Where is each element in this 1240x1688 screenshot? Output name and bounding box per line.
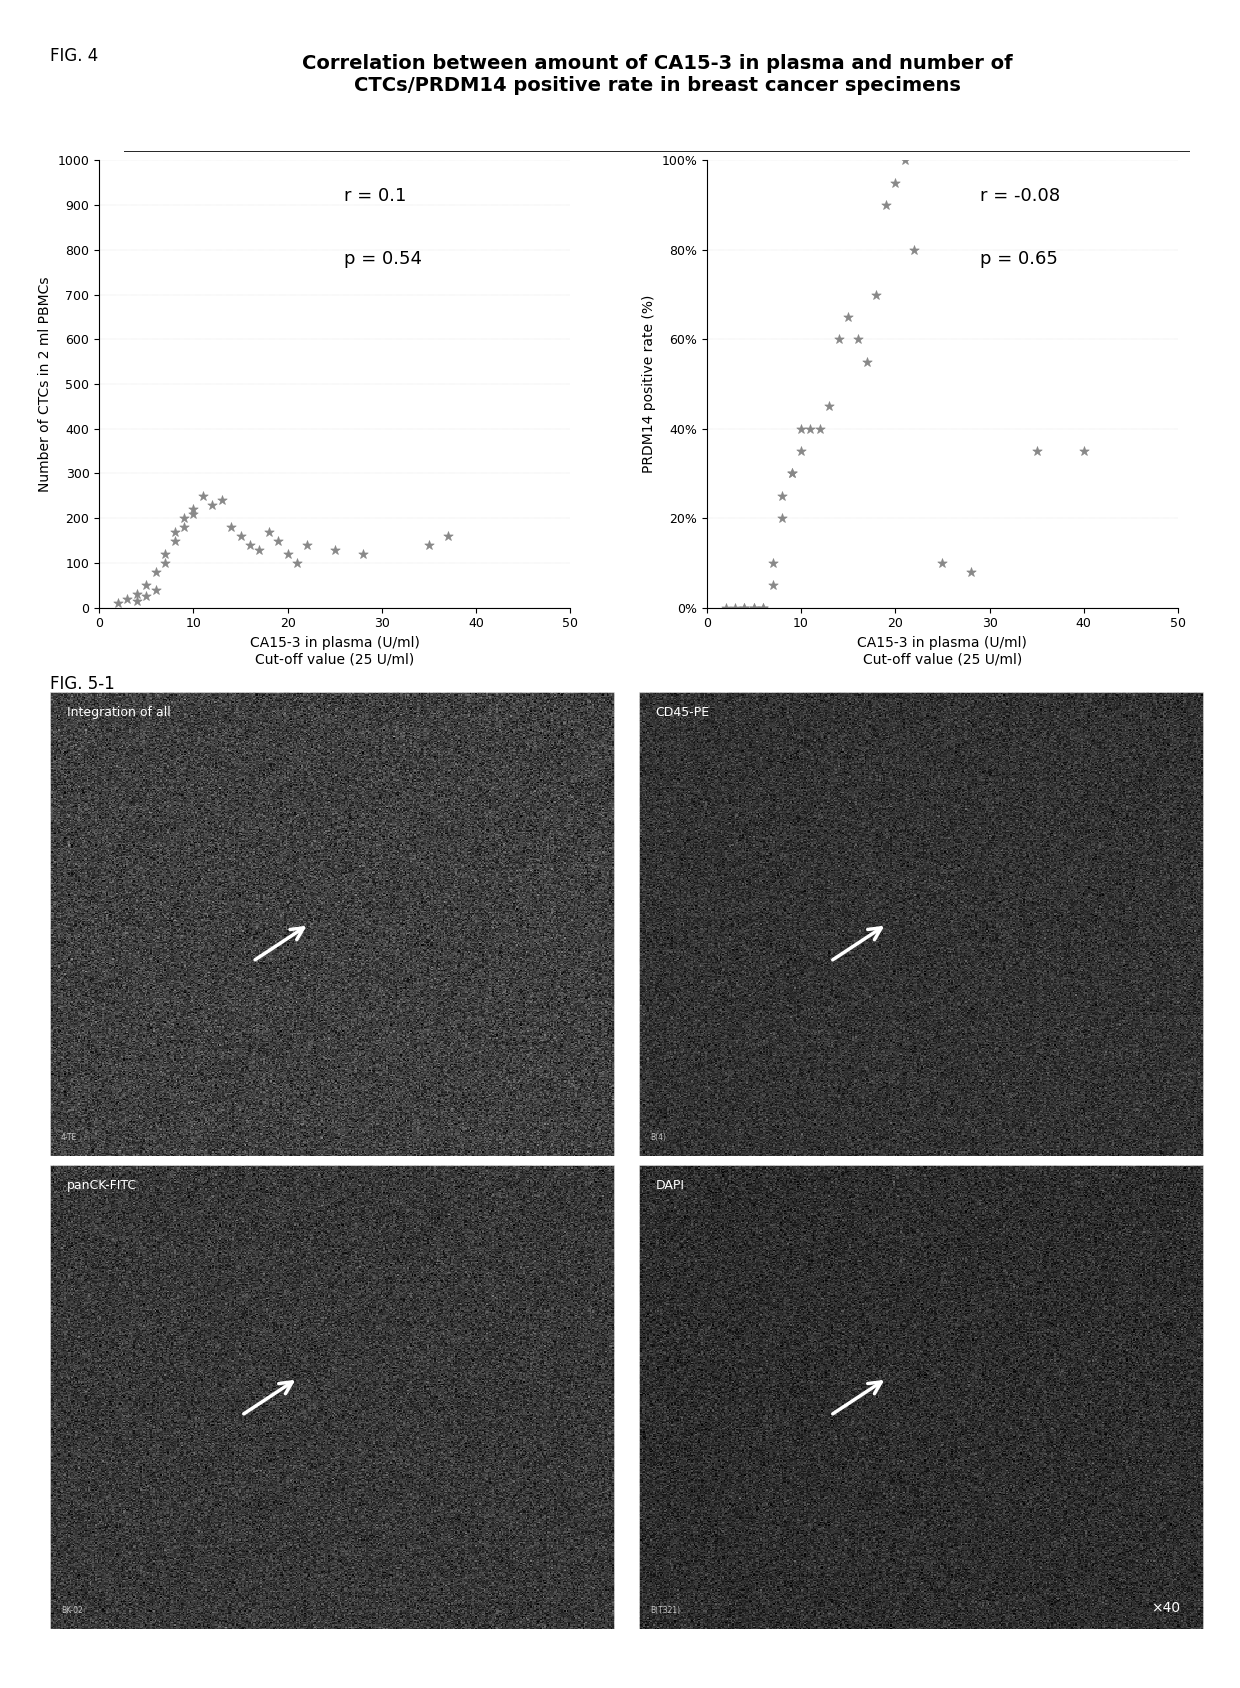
Point (725, 594, 745, 621)
Point (184, 496, 203, 523)
Point (146, 576, 166, 603)
Point (202, 491, 222, 518)
Point (820, 393, 839, 420)
Point (174, 505, 193, 532)
Point (810, 415, 830, 442)
Point (857, 348, 877, 375)
Point (184, 500, 203, 527)
Point (1027, 437, 1047, 464)
Point (165, 527, 185, 554)
Point (781, 459, 801, 486)
Point (875, 191, 895, 218)
Point (895, 147, 915, 174)
Point (165, 518, 185, 545)
Text: p = 0.65: p = 0.65 (980, 250, 1058, 268)
Text: B(T321): B(T321) (650, 1605, 680, 1615)
Point (241, 532, 260, 559)
Point (108, 589, 128, 616)
Point (838, 304, 858, 331)
Point (249, 537, 269, 564)
Point (754, 594, 774, 621)
Point (791, 437, 811, 464)
Text: r = 0.1: r = 0.1 (345, 187, 407, 206)
Point (136, 572, 156, 599)
Point (419, 532, 439, 559)
Y-axis label: PRDM14 positive rate (%): PRDM14 positive rate (%) (641, 295, 656, 473)
Point (146, 559, 166, 586)
X-axis label: CA15-3 in plasma (U/ml)
Cut-off value (25 U/ml): CA15-3 in plasma (U/ml) Cut-off value (2… (250, 636, 419, 667)
Point (325, 537, 345, 564)
Text: ×40: ×40 (1151, 1600, 1180, 1615)
Text: FIG. 5-1: FIG. 5-1 (50, 675, 114, 694)
Point (296, 532, 316, 559)
Text: 4-TE: 4-TE (61, 1133, 77, 1143)
Point (885, 169, 905, 196)
Text: Integration of all: Integration of all (67, 706, 170, 719)
Point (773, 483, 792, 510)
Text: DAPI: DAPI (656, 1178, 684, 1192)
Point (136, 582, 156, 609)
Point (763, 550, 782, 577)
Point (961, 559, 981, 586)
Text: FIG. 4: FIG. 4 (50, 47, 98, 66)
Point (754, 594, 774, 621)
Text: r = -0.08: r = -0.08 (980, 187, 1060, 206)
Point (353, 540, 373, 567)
Point (744, 594, 764, 621)
Point (212, 486, 232, 513)
Point (126, 587, 146, 614)
Point (763, 572, 782, 599)
Point (193, 483, 213, 510)
Point (278, 540, 298, 567)
Point (904, 236, 924, 263)
Y-axis label: Number of CTCs in 2 ml PBMCs: Number of CTCs in 2 ml PBMCs (38, 277, 52, 491)
Point (744, 594, 764, 621)
Text: Correlation between amount of CA15-3 in plasma and number of
CTCs/PRDM14 positiv: Correlation between amount of CA15-3 in … (301, 54, 1013, 95)
Text: BK-02: BK-02 (61, 1605, 83, 1615)
Point (932, 550, 952, 577)
Text: panCK-FITC: panCK-FITC (67, 1178, 136, 1192)
Point (715, 594, 735, 621)
Point (231, 523, 250, 550)
Point (221, 513, 241, 540)
Point (438, 523, 458, 550)
Point (801, 415, 821, 442)
Point (288, 550, 308, 577)
Point (118, 586, 138, 613)
Point (155, 550, 175, 577)
Point (268, 527, 288, 554)
Point (773, 505, 792, 532)
Point (828, 326, 848, 353)
Text: B(4): B(4) (650, 1133, 666, 1143)
Point (1074, 437, 1094, 464)
X-axis label: CA15-3 in plasma (U/ml)
Cut-off value (25 U/ml): CA15-3 in plasma (U/ml) Cut-off value (2… (858, 636, 1027, 667)
Point (867, 280, 887, 307)
Point (734, 594, 754, 621)
Point (781, 459, 801, 486)
Point (174, 513, 193, 540)
Point (734, 594, 754, 621)
Point (259, 518, 279, 545)
Point (791, 415, 811, 442)
Point (155, 540, 175, 567)
Text: p = 0.54: p = 0.54 (345, 250, 423, 268)
Point (126, 581, 146, 608)
Point (848, 326, 868, 353)
Text: CD45-PE: CD45-PE (656, 706, 709, 719)
